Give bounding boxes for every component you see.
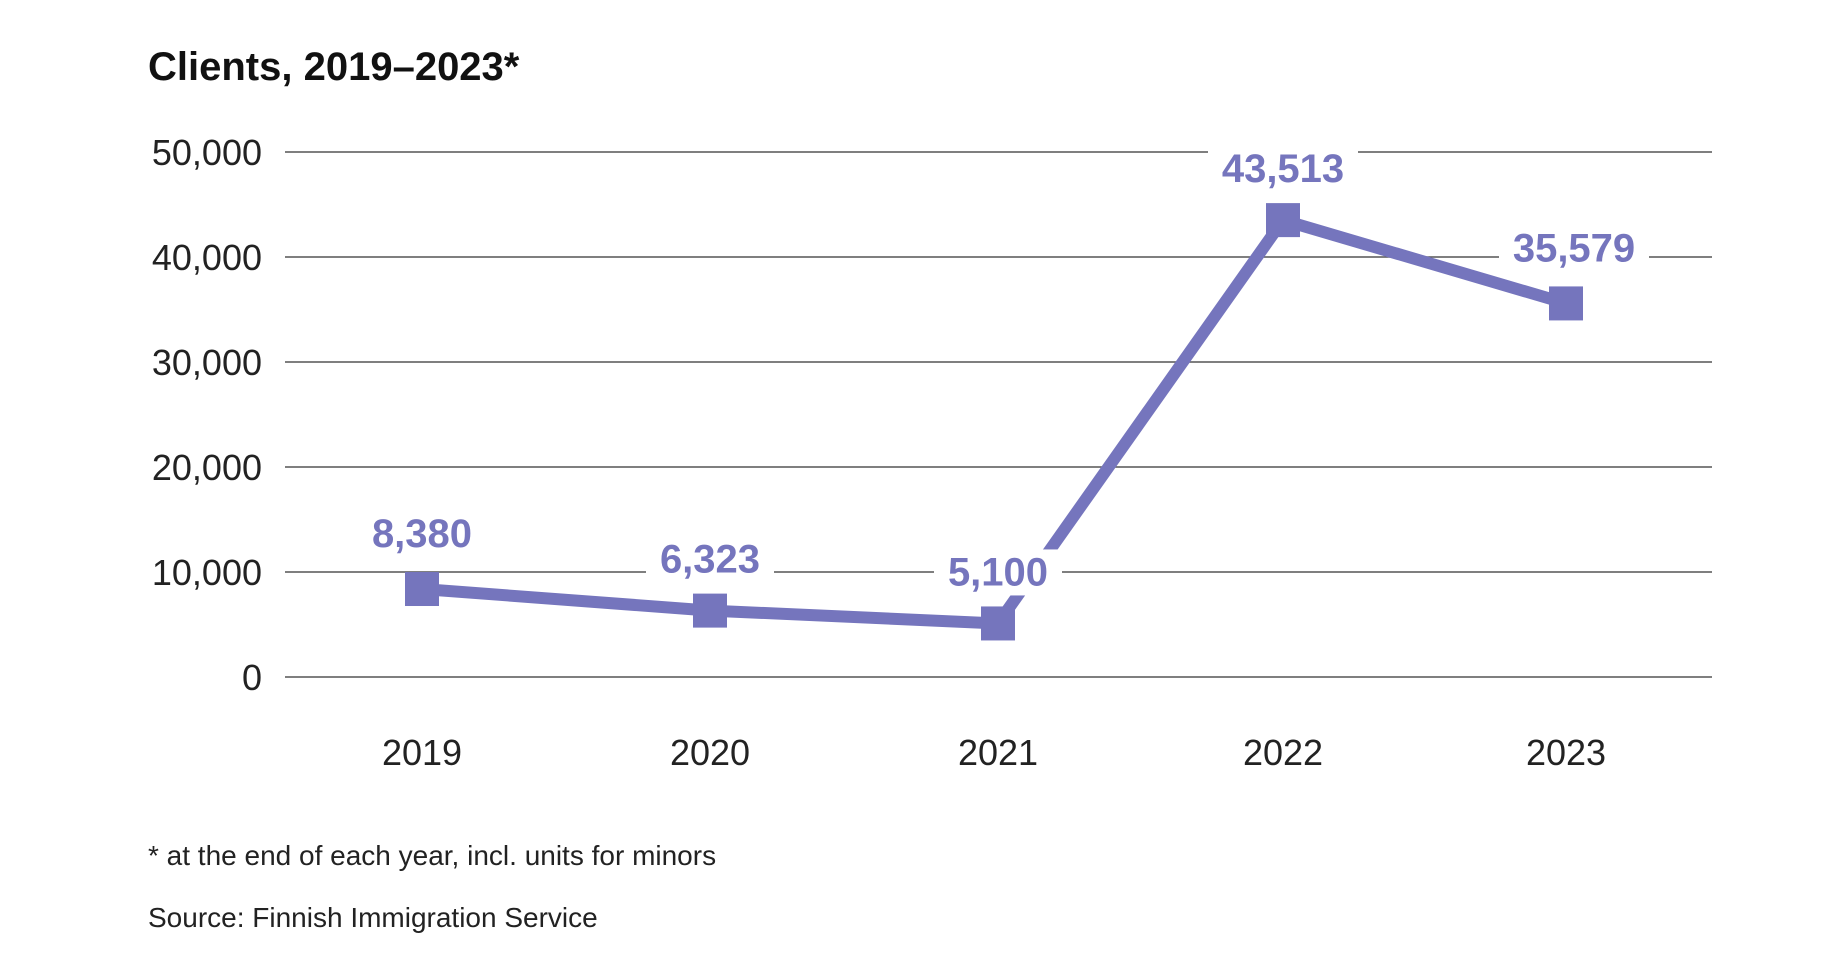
y-tick-label: 40,000 (152, 237, 262, 278)
y-tick-label: 50,000 (152, 132, 262, 173)
chart-title: Clients, 2019–2023* (148, 45, 520, 89)
y-axis-tick-labels: 0 10,000 20,000 30,000 40,000 50,000 (152, 132, 262, 698)
footnote: * at the end of each year, incl. units f… (148, 840, 716, 871)
y-tick-label: 0 (242, 657, 262, 698)
gridlines (285, 151, 1712, 678)
data-point-marker (405, 572, 439, 607)
data-label-background (358, 511, 486, 558)
data-label: 35,579 (1513, 226, 1635, 270)
x-tick-label: 2023 (1526, 732, 1606, 773)
y-tick-label: 20,000 (152, 447, 262, 488)
x-tick-label: 2020 (670, 732, 750, 773)
data-point-marker (693, 593, 727, 628)
data-label-background (1499, 225, 1649, 272)
data-label: 6,323 (660, 538, 760, 582)
data-label: 5,100 (948, 550, 1048, 594)
data-labels: 8,380 6,323 5,100 43,513 35,579 (358, 146, 1649, 596)
series-markers (405, 203, 1583, 641)
y-tick-label: 10,000 (152, 552, 262, 593)
x-axis-tick-labels: 2019 2020 2021 2022 2023 (382, 732, 1606, 773)
data-label: 43,513 (1222, 147, 1344, 191)
data-point-marker (981, 606, 1015, 641)
data-point-marker (1549, 286, 1583, 321)
x-tick-label: 2021 (958, 732, 1038, 773)
data-point-marker (1266, 203, 1300, 238)
y-tick-label: 30,000 (152, 342, 262, 383)
data-label-background (646, 536, 774, 583)
x-tick-label: 2019 (382, 732, 462, 773)
x-tick-label: 2022 (1243, 732, 1323, 773)
data-label-background (1208, 146, 1358, 193)
data-label-background (934, 549, 1062, 596)
source-note: Source: Finnish Immigration Service (148, 902, 598, 933)
data-label: 8,380 (372, 512, 472, 556)
